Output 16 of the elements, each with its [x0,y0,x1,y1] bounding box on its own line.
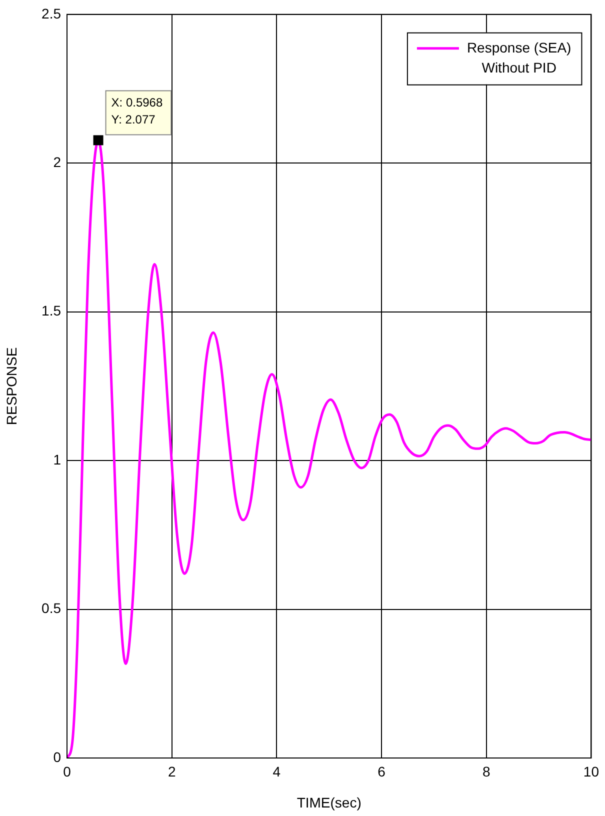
y-tick-label: 0 [53,748,62,765]
x-tick-label: 6 [378,763,386,780]
x-tick-label: 0 [63,763,72,780]
x-tick-label: 8 [482,763,490,780]
y-tick-label: 2 [53,154,62,170]
x-tick-label: 2 [168,763,176,780]
x-tick-label: 4 [272,763,281,780]
y-tick-label: 1 [53,451,62,468]
y-tick-label: 2.5 [42,5,62,22]
y-tick-label: 1.5 [42,302,62,319]
annotation: X: 0.5968 Y: 2.077 [111,96,163,127]
x-axis-title: TIME(sec) [296,794,362,810]
x-tick-label: 10 [583,763,600,780]
legend-label: Response (SEA) Without PID [466,39,572,76]
y-tick-label: 0.5 [42,600,62,616]
y-axis-title: RESPONSE [3,347,20,426]
